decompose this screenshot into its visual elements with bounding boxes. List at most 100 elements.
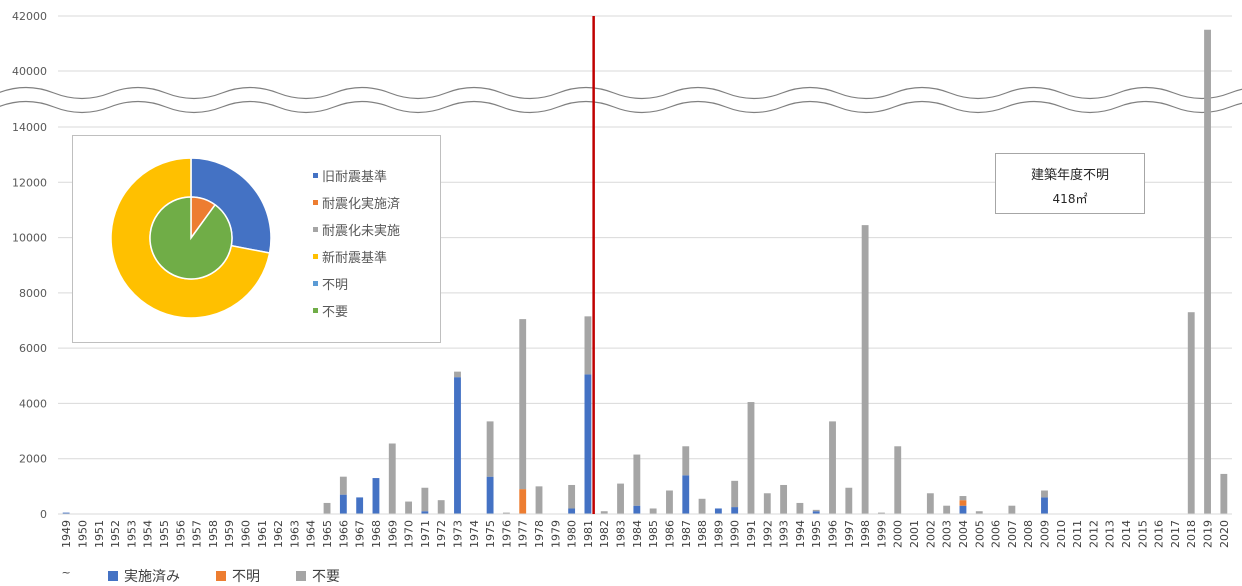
pie-legend-swatch (313, 308, 318, 313)
pie-legend-swatch (313, 227, 318, 232)
bar-segment (698, 498, 706, 514)
x-tick-label: 1988 (696, 520, 709, 548)
x-tick-label: 2015 (1136, 520, 1149, 548)
bar-segment (796, 502, 804, 514)
x-tick-label: 1996 (827, 520, 840, 548)
x-tick-label: 1955 (158, 520, 171, 548)
x-tick-label: 1968 (370, 520, 383, 548)
pie-legend-item: 不要 (313, 297, 400, 324)
x-tick-label: 2010 (1055, 520, 1068, 548)
x-tick-label: 1984 (631, 520, 644, 548)
bar-segment (682, 475, 690, 514)
x-tick-label: 1949 (60, 520, 73, 548)
y-tick-label: 42000 (12, 10, 47, 23)
chart-legend: 実施済み 不明 不要 (108, 566, 340, 586)
bar-segment (535, 486, 543, 514)
bar-segment (502, 512, 510, 514)
bar-segment (731, 480, 739, 508)
pie-legend-item: 旧耐震基準 (313, 162, 400, 189)
x-tick-label: 2014 (1120, 520, 1133, 548)
bar-segment (959, 500, 967, 506)
legend-swatch (216, 571, 226, 581)
x-tick-label: 1966 (337, 520, 350, 548)
x-tick-label: 1994 (794, 520, 807, 548)
x-tick-label: 2000 (892, 520, 905, 548)
bar-segment (62, 512, 70, 514)
x-tick-label: 2007 (1006, 520, 1019, 548)
bar-segment (1220, 473, 1228, 514)
x-tick-label: 1983 (615, 520, 628, 548)
bar-segment (975, 511, 983, 514)
bar-segment (568, 508, 576, 514)
bar-segment (339, 476, 347, 495)
x-tick-label: 1974 (468, 520, 481, 548)
y-tick-label: 0 (40, 508, 47, 521)
bar-segment (421, 511, 429, 514)
x-tick-label: 1992 (761, 520, 774, 548)
bar-segment (943, 505, 951, 514)
pie-legend-swatch (313, 200, 318, 205)
x-tick-label: 1986 (663, 520, 676, 548)
bar-segment (454, 377, 461, 514)
bar-segment (763, 493, 771, 514)
x-tick-label: 2020 (1218, 520, 1231, 548)
x-tick-label: 2012 (1087, 520, 1100, 548)
bar-segment (388, 443, 396, 514)
x-tick-label: 1999 (875, 520, 888, 548)
x-tick-label: 1990 (729, 520, 742, 548)
x-tick-label: 1980 (566, 520, 579, 548)
y-tick-label: 12000 (12, 176, 47, 189)
pie-legend-label: 不明 (322, 278, 349, 293)
x-tick-label: 1998 (859, 520, 872, 548)
note-value: 418㎡ (1052, 192, 1088, 206)
pie-legend-swatch (313, 173, 318, 178)
x-tick-label: 2005 (973, 520, 986, 548)
x-tick-label: 1961 (256, 520, 269, 548)
x-tick-label: 1987 (680, 520, 693, 548)
pie-legend-item: 耐震化実施済 (313, 189, 400, 216)
axis-break-line (0, 100, 1242, 114)
bar-segment (372, 478, 380, 514)
x-tick-label: 1958 (207, 520, 220, 548)
x-tick-label: 1957 (191, 520, 204, 548)
legend-item-unknown: 不明 (216, 566, 260, 586)
x-tick-label: 1981 (582, 520, 595, 548)
bar-segment (959, 505, 967, 514)
pie-legend-swatch (313, 254, 318, 259)
unknown-year-note: 建築年度不明 418㎡ (995, 153, 1145, 214)
x-tick-label: 1950 (76, 520, 89, 548)
inset-pie-chart: 旧耐震基準 耐震化実施済 耐震化未実施 新耐震基準 不明 不要 (72, 135, 441, 343)
x-tick-label: 1953 (125, 520, 138, 548)
pie-legend-label: 耐震化実施済 (322, 197, 401, 212)
bar-segment (812, 509, 820, 512)
y-tick-label: 4000 (19, 397, 47, 410)
x-tick-label: 1959 (223, 520, 236, 548)
pie-graphic (110, 157, 272, 319)
bar-segment (600, 511, 608, 514)
bar-segment (519, 489, 527, 514)
bar-segment (1187, 312, 1195, 514)
x-tick-label: 2006 (990, 520, 1003, 548)
x-tick-label: 2019 (1202, 520, 1215, 548)
pie-inner-slice (149, 196, 233, 280)
x-tick-label: 1967 (354, 520, 367, 548)
bar-segment (845, 487, 853, 514)
x-tick-label: 1969 (386, 520, 399, 548)
x-tick-label: 1971 (419, 520, 432, 548)
x-tick-label: 1954 (142, 520, 155, 548)
x-tick-label: 1965 (321, 520, 334, 548)
pie-legend-label: 新耐震基準 (322, 251, 388, 266)
x-tick-label: 1972 (435, 520, 448, 548)
x-tick-label: 1993 (778, 520, 791, 548)
x-tick-label: 1985 (647, 520, 660, 548)
bar-segment (731, 507, 739, 514)
bar-segment (894, 446, 902, 514)
legend-item-not-required: 不要 (296, 566, 340, 586)
pie-legend-item: 新耐震基準 (313, 243, 400, 270)
bar-segment (454, 371, 461, 378)
bar-segment (1008, 505, 1016, 514)
y-tick-label: 40000 (12, 65, 47, 78)
x-tick-label: 1973 (451, 520, 464, 548)
bar-segment (405, 501, 412, 514)
